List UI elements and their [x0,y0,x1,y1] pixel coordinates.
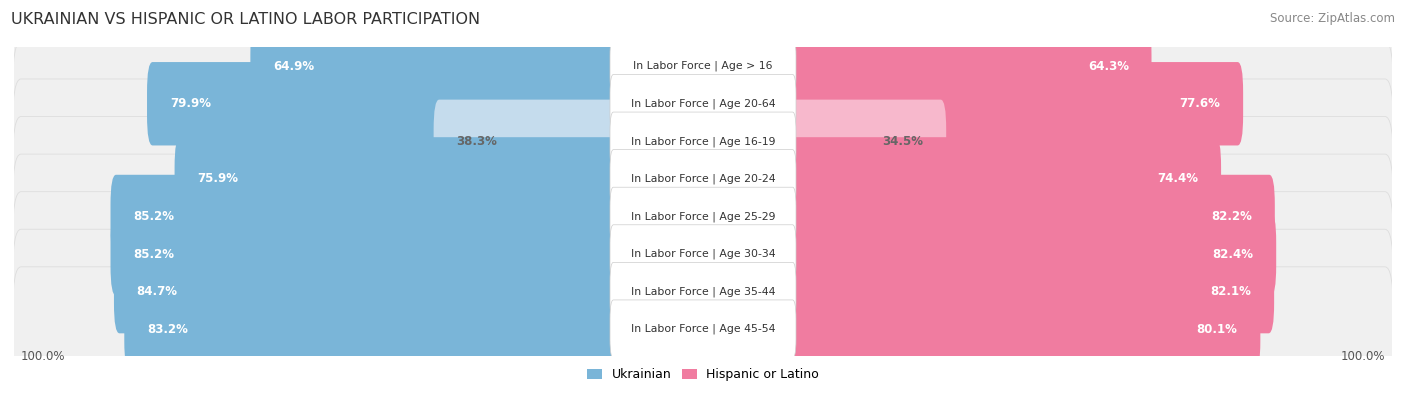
FancyBboxPatch shape [610,150,796,208]
FancyBboxPatch shape [610,300,796,359]
FancyBboxPatch shape [13,117,1393,241]
FancyBboxPatch shape [250,24,619,108]
Text: 64.3%: 64.3% [1088,60,1129,73]
FancyBboxPatch shape [787,100,946,183]
FancyBboxPatch shape [610,75,796,133]
FancyBboxPatch shape [111,213,619,296]
FancyBboxPatch shape [13,192,1393,316]
FancyBboxPatch shape [787,62,1243,145]
Text: Source: ZipAtlas.com: Source: ZipAtlas.com [1270,12,1395,25]
FancyBboxPatch shape [787,288,1260,371]
Text: 38.3%: 38.3% [457,135,498,148]
FancyBboxPatch shape [787,137,1220,221]
FancyBboxPatch shape [13,229,1393,354]
FancyBboxPatch shape [124,288,619,371]
FancyBboxPatch shape [787,250,1274,333]
Legend: Ukrainian, Hispanic or Latino: Ukrainian, Hispanic or Latino [582,363,824,386]
Text: 64.9%: 64.9% [273,60,314,73]
Text: UKRAINIAN VS HISPANIC OR LATINO LABOR PARTICIPATION: UKRAINIAN VS HISPANIC OR LATINO LABOR PA… [11,12,481,27]
FancyBboxPatch shape [787,175,1275,258]
Text: 75.9%: 75.9% [197,172,239,185]
FancyBboxPatch shape [13,79,1393,204]
Text: In Labor Force | Age > 16: In Labor Force | Age > 16 [633,61,773,71]
Text: 82.2%: 82.2% [1211,210,1253,223]
Text: 79.9%: 79.9% [170,97,211,110]
FancyBboxPatch shape [114,250,619,333]
Text: 84.7%: 84.7% [136,285,177,298]
Text: 85.2%: 85.2% [134,248,174,261]
Text: 100.0%: 100.0% [1340,350,1385,363]
Text: In Labor Force | Age 25-29: In Labor Force | Age 25-29 [631,211,775,222]
Text: 85.2%: 85.2% [134,210,174,223]
Text: 80.1%: 80.1% [1197,323,1237,336]
FancyBboxPatch shape [148,62,619,145]
FancyBboxPatch shape [13,154,1393,279]
Text: In Labor Force | Age 45-54: In Labor Force | Age 45-54 [631,324,775,335]
Text: 100.0%: 100.0% [21,350,66,363]
Text: In Labor Force | Age 20-64: In Labor Force | Age 20-64 [631,98,775,109]
FancyBboxPatch shape [13,4,1393,128]
FancyBboxPatch shape [610,37,796,96]
FancyBboxPatch shape [111,175,619,258]
FancyBboxPatch shape [610,112,796,171]
FancyBboxPatch shape [610,262,796,321]
Text: 77.6%: 77.6% [1180,97,1220,110]
Text: 74.4%: 74.4% [1157,172,1198,185]
FancyBboxPatch shape [13,267,1393,391]
Text: 34.5%: 34.5% [883,135,924,148]
FancyBboxPatch shape [610,225,796,283]
FancyBboxPatch shape [787,24,1152,108]
Text: In Labor Force | Age 30-34: In Labor Force | Age 30-34 [631,249,775,259]
Text: In Labor Force | Age 35-44: In Labor Force | Age 35-44 [631,286,775,297]
Text: In Labor Force | Age 20-24: In Labor Force | Age 20-24 [631,174,775,184]
Text: 82.4%: 82.4% [1212,248,1254,261]
FancyBboxPatch shape [610,187,796,246]
Text: 82.1%: 82.1% [1211,285,1251,298]
Text: In Labor Force | Age 16-19: In Labor Force | Age 16-19 [631,136,775,147]
FancyBboxPatch shape [13,41,1393,166]
Text: 83.2%: 83.2% [148,323,188,336]
FancyBboxPatch shape [787,213,1277,296]
FancyBboxPatch shape [433,100,619,183]
FancyBboxPatch shape [174,137,619,221]
